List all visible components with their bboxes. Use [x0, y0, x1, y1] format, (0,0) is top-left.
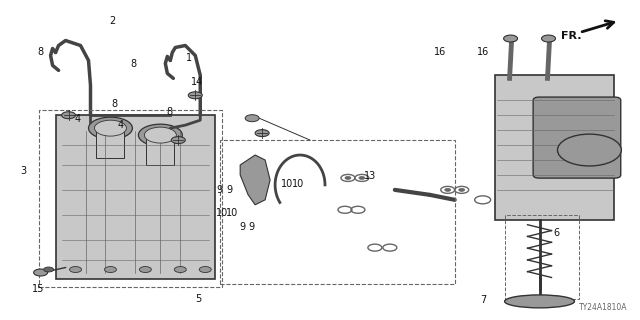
Text: 9: 9 — [239, 222, 245, 232]
Circle shape — [95, 120, 127, 136]
Circle shape — [199, 267, 211, 273]
Text: 10: 10 — [292, 179, 304, 189]
Circle shape — [174, 267, 186, 273]
Text: 16: 16 — [477, 47, 489, 57]
Circle shape — [245, 115, 259, 122]
Circle shape — [345, 176, 351, 180]
Text: 6: 6 — [553, 228, 559, 238]
Text: 9: 9 — [216, 185, 222, 195]
Bar — [38, 110, 222, 287]
Circle shape — [61, 112, 76, 119]
Circle shape — [255, 130, 269, 137]
FancyBboxPatch shape — [495, 76, 614, 220]
Circle shape — [88, 117, 132, 139]
Bar — [220, 140, 454, 284]
Circle shape — [140, 267, 152, 273]
Circle shape — [188, 92, 202, 99]
Text: 10: 10 — [216, 208, 228, 218]
Text: 8: 8 — [131, 60, 136, 69]
Circle shape — [541, 35, 556, 42]
Circle shape — [145, 127, 176, 143]
FancyBboxPatch shape — [147, 135, 174, 165]
FancyBboxPatch shape — [97, 128, 124, 158]
Text: 4: 4 — [74, 114, 81, 124]
FancyBboxPatch shape — [56, 115, 215, 279]
Circle shape — [44, 267, 54, 272]
Text: 8: 8 — [37, 47, 44, 57]
Text: FR.: FR. — [561, 30, 582, 41]
Circle shape — [172, 137, 186, 144]
Circle shape — [70, 267, 81, 273]
Text: 9: 9 — [227, 185, 232, 195]
Text: 7: 7 — [480, 295, 486, 305]
Text: 9: 9 — [248, 222, 255, 232]
Circle shape — [445, 188, 451, 191]
Circle shape — [104, 267, 116, 273]
Text: 1: 1 — [186, 53, 192, 63]
Bar — [504, 215, 579, 300]
Circle shape — [459, 188, 465, 191]
Text: 10: 10 — [226, 208, 238, 218]
Polygon shape — [240, 155, 270, 205]
Text: 8: 8 — [111, 99, 117, 109]
Text: 8: 8 — [167, 107, 173, 117]
Text: 3: 3 — [20, 166, 26, 176]
Text: 16: 16 — [434, 47, 446, 57]
Text: 5: 5 — [196, 293, 202, 304]
FancyBboxPatch shape — [533, 97, 621, 178]
Text: 4: 4 — [118, 120, 124, 130]
Ellipse shape — [504, 295, 575, 308]
Circle shape — [34, 269, 47, 276]
Text: TY24A1810A: TY24A1810A — [579, 303, 627, 312]
Circle shape — [504, 35, 518, 42]
Circle shape — [359, 176, 365, 180]
Text: 10: 10 — [281, 179, 293, 189]
Text: 14: 14 — [191, 77, 204, 87]
Circle shape — [557, 134, 621, 166]
Circle shape — [138, 124, 182, 146]
Text: 13: 13 — [364, 171, 376, 181]
Text: 2: 2 — [109, 16, 116, 27]
Text: 15: 15 — [31, 284, 44, 294]
